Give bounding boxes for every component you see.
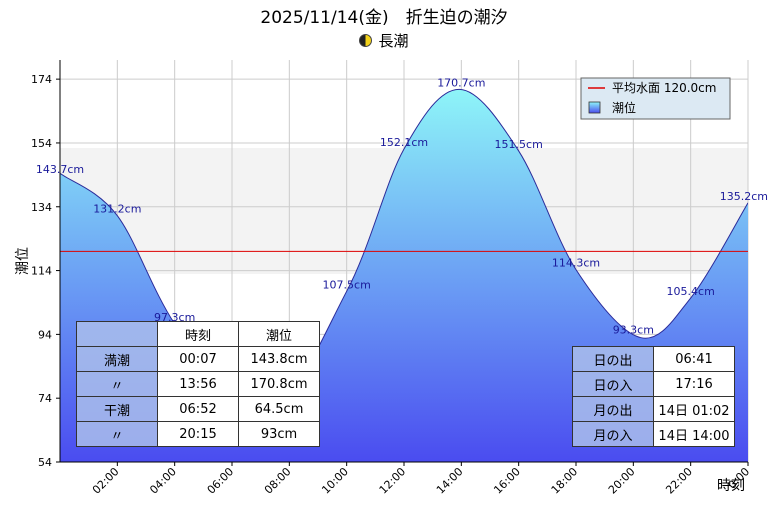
chart-title: 2025/11/14(金) 折生迫の潮汐 bbox=[260, 8, 508, 28]
tide-table-header-level: 潮位 bbox=[238, 321, 320, 347]
tide-curve bbox=[60, 88, 748, 430]
tide-row-time: 06:52 bbox=[157, 396, 239, 422]
sun-row-value: 17:16 bbox=[653, 371, 735, 397]
sun-row-label: 月の出 bbox=[572, 396, 654, 422]
x-tick-label: 10:00 bbox=[319, 465, 351, 497]
tide-table: 時刻 潮位 満潮 00:07 143.8cm 〃 13:56 170.8cm 干… bbox=[76, 321, 320, 447]
x-tick-label: 22:00 bbox=[663, 465, 695, 497]
table-row: 満潮 00:07 143.8cm bbox=[76, 346, 320, 372]
table-row: 〃 13:56 170.8cm bbox=[76, 371, 320, 397]
legend-tide-swatch bbox=[588, 101, 601, 114]
moon-phase-label: 長潮 bbox=[378, 32, 409, 50]
y-tick-label: 54 bbox=[38, 456, 52, 469]
moon-phase-icon bbox=[359, 34, 373, 47]
tide-row-label: 〃 bbox=[76, 371, 158, 397]
tide-row-label: 〃 bbox=[76, 421, 158, 447]
tide-row-time: 20:15 bbox=[157, 421, 239, 447]
y-tick-label: 174 bbox=[31, 73, 52, 86]
tide-row-level: 143.8cm bbox=[238, 346, 320, 372]
x-tick-label: 12:00 bbox=[377, 465, 409, 497]
x-tick-label: 06:00 bbox=[205, 465, 237, 497]
x-axis-label: 時刻 bbox=[717, 478, 745, 494]
moon-phase: 長潮 bbox=[0, 30, 768, 51]
x-tick-label: 04:00 bbox=[147, 465, 179, 497]
table-row: 〃 20:15 93cm bbox=[76, 421, 320, 447]
sun-row-value: 14日 01:02 bbox=[653, 396, 735, 422]
data-label: 131.2cm bbox=[93, 203, 141, 216]
legend-tide-label: 潮位 bbox=[612, 100, 636, 115]
table-row: 月の出 14日 01:02 bbox=[572, 396, 735, 422]
tide-row-time: 13:56 bbox=[157, 371, 239, 397]
data-label: 105.4cm bbox=[667, 285, 715, 298]
data-label: 135.2cm bbox=[720, 190, 768, 203]
tide-row-label: 干潮 bbox=[76, 396, 158, 422]
x-tick-label: 08:00 bbox=[262, 465, 294, 497]
sun-row-value: 14日 14:00 bbox=[653, 421, 735, 447]
data-label: 170.7cm bbox=[437, 77, 485, 90]
legend: 平均水面 120.0cm 潮位 bbox=[580, 77, 731, 120]
x-tick-label: 20:00 bbox=[606, 465, 638, 497]
tide-table-header-blank bbox=[76, 321, 158, 347]
y-axis-label: 潮位 bbox=[15, 247, 31, 275]
data-label: 151.5cm bbox=[495, 138, 543, 151]
sun-moon-table: 日の出 06:41 日の入 17:16 月の出 14日 01:02 月の入 14… bbox=[572, 346, 735, 447]
tide-table-header-time: 時刻 bbox=[157, 321, 239, 347]
tide-row-time: 00:07 bbox=[157, 346, 239, 372]
sun-row-value: 06:41 bbox=[653, 346, 735, 372]
y-tick-label: 114 bbox=[31, 265, 52, 278]
data-label: 152.1cm bbox=[380, 136, 428, 149]
table-row: 月の入 14日 14:00 bbox=[572, 421, 735, 447]
legend-mean-label: 平均水面 120.0cm bbox=[612, 81, 716, 95]
sun-row-label: 日の入 bbox=[572, 371, 654, 397]
x-tick-label: 18:00 bbox=[549, 465, 581, 497]
y-tick-label: 134 bbox=[31, 201, 52, 214]
tide-row-label: 満潮 bbox=[76, 346, 158, 372]
data-label: 107.5cm bbox=[323, 278, 371, 291]
tide-row-level: 170.8cm bbox=[238, 371, 320, 397]
x-tick-label: 02:00 bbox=[90, 465, 122, 497]
data-label: 93.3cm bbox=[613, 324, 654, 337]
x-tick-label: 16:00 bbox=[491, 465, 523, 497]
table-row: 日の入 17:16 bbox=[572, 371, 735, 397]
table-row: 日の出 06:41 bbox=[572, 346, 735, 372]
tide-row-level: 64.5cm bbox=[238, 396, 320, 422]
sun-row-label: 月の入 bbox=[572, 421, 654, 447]
data-label: 97.3cm bbox=[154, 311, 195, 324]
y-tick-label: 74 bbox=[38, 392, 52, 405]
table-row: 干潮 06:52 64.5cm bbox=[76, 396, 320, 422]
y-tick-label: 154 bbox=[31, 137, 52, 150]
tide-table-header: 時刻 潮位 bbox=[76, 321, 320, 347]
tide-row-level: 93cm bbox=[238, 421, 320, 447]
x-tick-label: 14:00 bbox=[434, 465, 466, 497]
sun-row-label: 日の出 bbox=[572, 346, 654, 372]
data-label: 114.3cm bbox=[552, 257, 600, 270]
y-tick-label: 94 bbox=[38, 328, 52, 341]
